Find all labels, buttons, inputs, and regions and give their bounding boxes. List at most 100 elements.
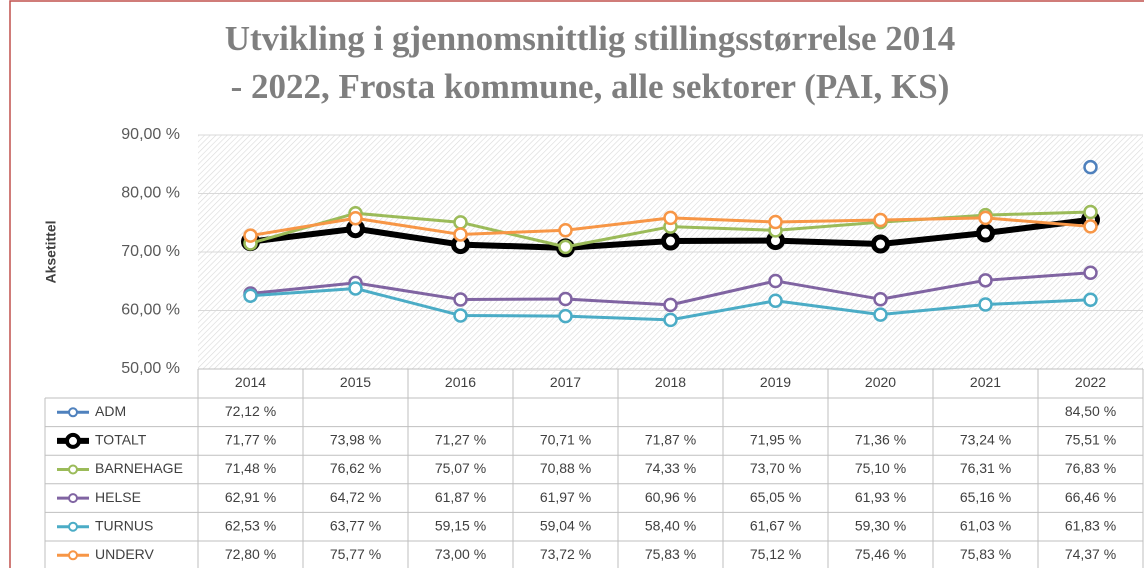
table-value: 73,00 %: [435, 546, 486, 562]
x-tick-label: 2020: [865, 374, 896, 390]
table-value: 74,33 %: [645, 460, 696, 476]
table-value: 71,48 %: [225, 460, 276, 476]
table-value: 61,87 %: [435, 489, 486, 505]
data-point: [976, 223, 995, 243]
legend-label: TURNUS: [95, 517, 153, 533]
y-tick-label: 90,00 %: [121, 126, 180, 143]
x-tick-label: 2014: [235, 374, 266, 390]
x-tick-label: 2016: [445, 374, 476, 390]
table-value: 76,62 %: [330, 460, 381, 476]
table-value: 62,53 %: [225, 517, 276, 533]
table-value: 65,16 %: [960, 489, 1011, 505]
table-value: 73,72 %: [540, 546, 591, 562]
table-value: 72,12 %: [225, 403, 276, 419]
table-value: 65,05 %: [750, 489, 801, 505]
table-value: 84,50 %: [1065, 403, 1116, 419]
x-tick-label: 2015: [340, 374, 371, 390]
data-point: [558, 308, 573, 324]
legend-marker: [68, 407, 78, 418]
table-value: 71,95 %: [750, 432, 801, 448]
x-tick-label: 2017: [550, 374, 581, 390]
table-value: 75,12 %: [750, 546, 801, 562]
legend-marker: [68, 521, 78, 532]
data-point: [663, 312, 678, 328]
table-value: 70,71 %: [540, 432, 591, 448]
table-value: 59,15 %: [435, 517, 486, 533]
data-point: [1083, 219, 1098, 234]
data-point: [558, 239, 573, 255]
data-point: [348, 210, 363, 226]
data-point: [768, 273, 783, 289]
data-point: [663, 297, 678, 313]
table-value: 60,96 %: [645, 489, 696, 505]
table-value: 71,36 %: [855, 432, 906, 448]
table-value: 66,46 %: [1065, 489, 1116, 505]
data-point: [453, 292, 468, 307]
y-tick-label: 60,00 %: [121, 302, 180, 319]
table-value: 75,77 %: [330, 546, 381, 562]
table-value: 72,80 %: [225, 546, 276, 562]
legend-label: HELSE: [95, 489, 141, 505]
table-value: 61,97 %: [540, 489, 591, 505]
table-value: 73,70 %: [750, 460, 801, 476]
data-point: [663, 210, 678, 226]
x-tick-label: 2021: [970, 374, 1001, 390]
data-point: [1083, 265, 1098, 280]
data-point: [768, 214, 783, 230]
data-point: [243, 288, 258, 303]
legend-label: ADM: [95, 403, 126, 419]
x-tick-label: 2022: [1075, 374, 1106, 390]
table-value: 61,93 %: [855, 489, 906, 505]
chart-title: - 2022, Frosta kommune, alle sektorer (P…: [231, 67, 950, 106]
table-value: 75,83 %: [645, 546, 696, 562]
table-value: 61,83 %: [1065, 517, 1116, 533]
data-point: [453, 308, 468, 323]
table-value: 58,40 %: [645, 517, 696, 533]
data-point: [1083, 159, 1098, 175]
chart-frame: [9, 0, 1144, 568]
table-value: 71,87 %: [645, 432, 696, 448]
table-value: 71,27 %: [435, 432, 486, 448]
data-point: [978, 297, 993, 312]
data-point: [873, 212, 888, 228]
data-point: [978, 273, 993, 288]
data-point: [978, 210, 993, 226]
data-point: [871, 234, 890, 254]
data-point: [558, 222, 573, 238]
table-value: 75,10 %: [855, 460, 906, 476]
x-tick-label: 2019: [760, 374, 791, 390]
table-value: 59,30 %: [855, 517, 906, 533]
legend-label: BARNEHAGE: [95, 460, 183, 476]
table-value: 70,88 %: [540, 460, 591, 476]
x-tick-label: 2018: [655, 374, 686, 390]
table-value: 76,83 %: [1065, 460, 1116, 476]
table-value: 61,67 %: [750, 517, 801, 533]
data-point: [768, 293, 783, 308]
table-value: 59,04 %: [540, 517, 591, 533]
data-point: [1083, 204, 1098, 220]
table-value: 73,98 %: [330, 432, 381, 448]
table-value: 75,07 %: [435, 460, 486, 476]
data-point: [348, 281, 363, 296]
legend-label: UNDERV: [95, 546, 155, 562]
y-axis-label: Aksetittel: [43, 220, 59, 283]
table-value: 61,03 %: [960, 517, 1011, 533]
table-value: 73,24 %: [960, 432, 1011, 448]
table-value: 71,77 %: [225, 432, 276, 448]
legend-label: TOTALT: [95, 432, 147, 448]
table-value: 75,83 %: [960, 546, 1011, 562]
table-value: 63,77 %: [330, 517, 381, 533]
table-value: 76,31 %: [960, 460, 1011, 476]
table-value: 75,46 %: [855, 546, 906, 562]
data-point: [243, 228, 258, 243]
table-value: 62,91 %: [225, 489, 276, 505]
data-point: [661, 231, 680, 251]
data-point: [558, 291, 573, 307]
table-value: 75,51 %: [1065, 432, 1116, 448]
chart-title: Utvikling i gjennomsnittlig stillingsstø…: [225, 19, 956, 58]
legend-marker: [68, 550, 78, 561]
data-point: [873, 307, 888, 322]
y-tick-label: 70,00 %: [121, 243, 180, 260]
table-value: 64,72 %: [330, 489, 381, 505]
